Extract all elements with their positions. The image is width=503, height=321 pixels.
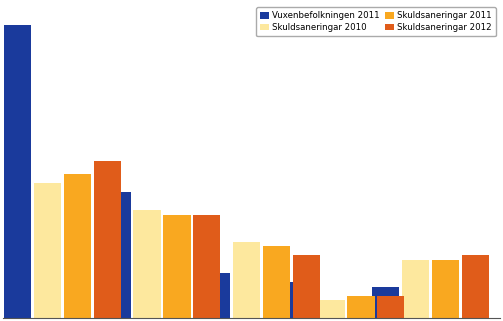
Bar	[233, 242, 260, 318]
Bar	[288, 282, 315, 318]
Bar	[402, 260, 430, 318]
Bar	[64, 174, 91, 318]
Bar	[34, 183, 61, 318]
Bar	[94, 160, 121, 318]
Bar	[293, 255, 320, 318]
Bar	[377, 296, 404, 318]
Bar	[104, 192, 131, 318]
Bar	[193, 214, 220, 318]
Bar	[372, 287, 399, 318]
Bar	[432, 260, 459, 318]
Bar	[263, 246, 290, 318]
Bar	[317, 300, 345, 318]
Bar	[163, 214, 191, 318]
Bar	[203, 273, 230, 318]
Bar	[133, 210, 161, 318]
Bar	[347, 296, 375, 318]
Bar	[4, 25, 31, 318]
Bar	[462, 255, 489, 318]
Legend: Vuxenbefolkningen 2011, Skuldsaneringar 2010, Skuldsaneringar 2011, Skuldsanerin: Vuxenbefolkningen 2011, Skuldsaneringar …	[256, 7, 496, 36]
